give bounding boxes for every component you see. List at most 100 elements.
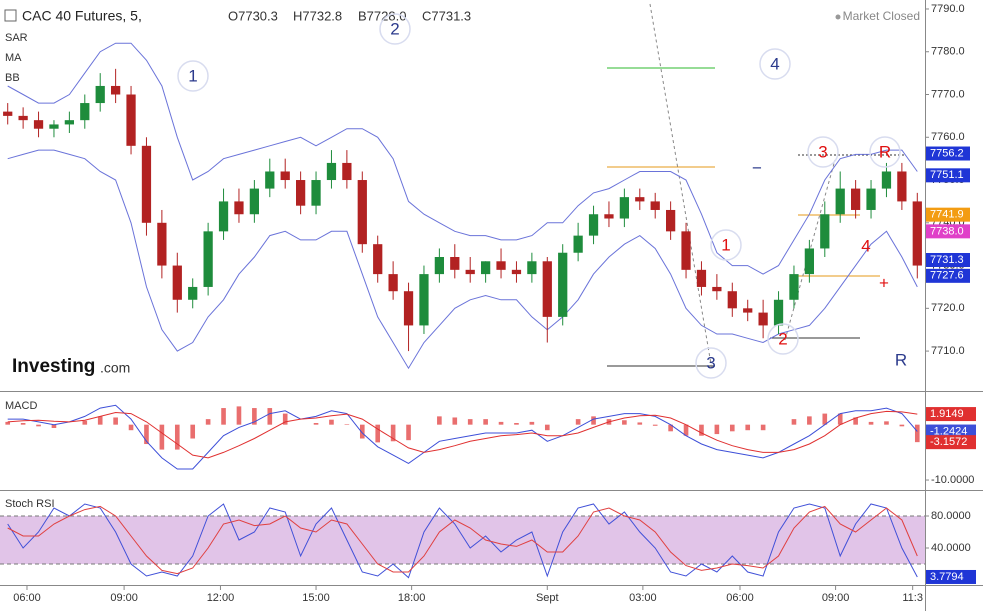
histogram-bar [437, 416, 442, 425]
histogram-bar [113, 417, 118, 425]
histogram-bar [914, 424, 920, 443]
candle-body [727, 291, 737, 309]
candle-body [804, 248, 814, 275]
histogram-bar [729, 424, 735, 432]
candle-body [188, 286, 198, 300]
candle-body [172, 265, 182, 300]
annotation: 1 [188, 66, 197, 85]
candle-body [18, 115, 28, 121]
indicator-label[interactable]: SAR [5, 32, 28, 44]
annotation: 2 [778, 329, 787, 348]
value-tag-label: -3.1572 [930, 436, 967, 448]
stoch-line [7, 505, 918, 575]
histogram-bar [329, 419, 334, 425]
histogram-bar [5, 421, 11, 425]
y-tick-label: 7780.0 [931, 46, 965, 58]
histogram-bar [868, 421, 874, 425]
candle-body [342, 162, 352, 181]
ohlc-low: B7728.0 [358, 8, 406, 23]
ohlc-close: C7731.3 [422, 8, 471, 23]
drawn-trendline [784, 159, 836, 341]
annotation-circle [695, 347, 727, 379]
signal-line [7, 410, 918, 459]
annotation-circle [177, 60, 209, 92]
collapse-icon[interactable] [4, 9, 17, 22]
candle-body [681, 231, 691, 270]
histogram-bar [252, 408, 257, 425]
ohlc-high: H7732.8 [293, 8, 342, 23]
candle-body [696, 269, 707, 287]
histogram-bar [807, 416, 812, 425]
histogram-bar [221, 408, 226, 425]
y-tick-label: 7790.0 [931, 3, 965, 15]
x-tick-label: 15:00 [302, 592, 330, 604]
candle-body [357, 180, 367, 245]
x-tick-label: 09:00 [822, 592, 850, 604]
logo: Investing [12, 356, 95, 377]
candle-body [789, 274, 799, 300]
candle-body [666, 209, 676, 232]
histogram-bar [267, 408, 273, 425]
candle-body [511, 269, 522, 275]
value-tag [926, 407, 976, 422]
annotation: + [879, 273, 889, 292]
stoch-line [7, 503, 918, 579]
candle-body [743, 308, 753, 313]
candle-body [203, 231, 213, 287]
candle-body [897, 171, 907, 202]
candle-body [450, 257, 460, 270]
annotation: 4 [861, 236, 870, 255]
histogram-bar [668, 424, 673, 432]
histogram-bar [791, 419, 797, 425]
candle-body [881, 171, 892, 189]
histogram-bar [884, 421, 889, 425]
logo-suffix: .com [100, 360, 130, 376]
histogram-bar [837, 413, 843, 425]
price-tag-label: 7727.6 [930, 270, 964, 282]
annotation: 2 [390, 19, 399, 38]
candle-body [3, 111, 13, 116]
candle-body [326, 162, 337, 181]
bollinger-band [7, 149, 918, 370]
annotation-circle [767, 323, 799, 355]
candle-body [434, 257, 444, 275]
histogram-bar [544, 424, 550, 431]
histogram-bar [498, 421, 504, 425]
candle-body [126, 94, 136, 146]
indicator-label[interactable]: MA [5, 52, 22, 64]
price-tag-label: 7738.0 [930, 225, 964, 237]
histogram-bar [683, 424, 689, 436]
candle-body [758, 312, 768, 326]
price-tag [926, 268, 970, 283]
candle-body [635, 197, 645, 202]
histogram-bar [745, 424, 751, 431]
annotation-circle [869, 136, 901, 168]
candle-body [234, 201, 244, 215]
price-tag-label: 7756.2 [930, 147, 964, 159]
candle-body [912, 201, 922, 266]
indicator-label[interactable]: BB [5, 72, 20, 84]
candle-body [218, 201, 229, 232]
x-tick-label: 03:00 [629, 592, 657, 604]
histogram-bar [159, 424, 165, 450]
histogram-bar [390, 424, 396, 442]
indicator-label[interactable]: Stoch RSI [5, 498, 55, 510]
histogram-bar [452, 417, 458, 425]
histogram-bar [144, 424, 149, 445]
y-tick-label: 7720.0 [931, 302, 965, 314]
candle-body [619, 197, 629, 219]
indicator-label[interactable]: MACD [5, 400, 37, 412]
histogram-bar [652, 424, 658, 426]
histogram-bar [853, 417, 858, 425]
histogram-bar [128, 424, 134, 431]
histogram-bar [714, 424, 720, 435]
histogram-bar [760, 424, 766, 431]
candle-body [265, 171, 275, 189]
candle-body [280, 171, 290, 181]
candle-body [249, 188, 259, 215]
candle-body [388, 274, 398, 292]
histogram-bar [20, 423, 26, 425]
price-tag [926, 168, 970, 183]
price-tag [926, 224, 970, 239]
